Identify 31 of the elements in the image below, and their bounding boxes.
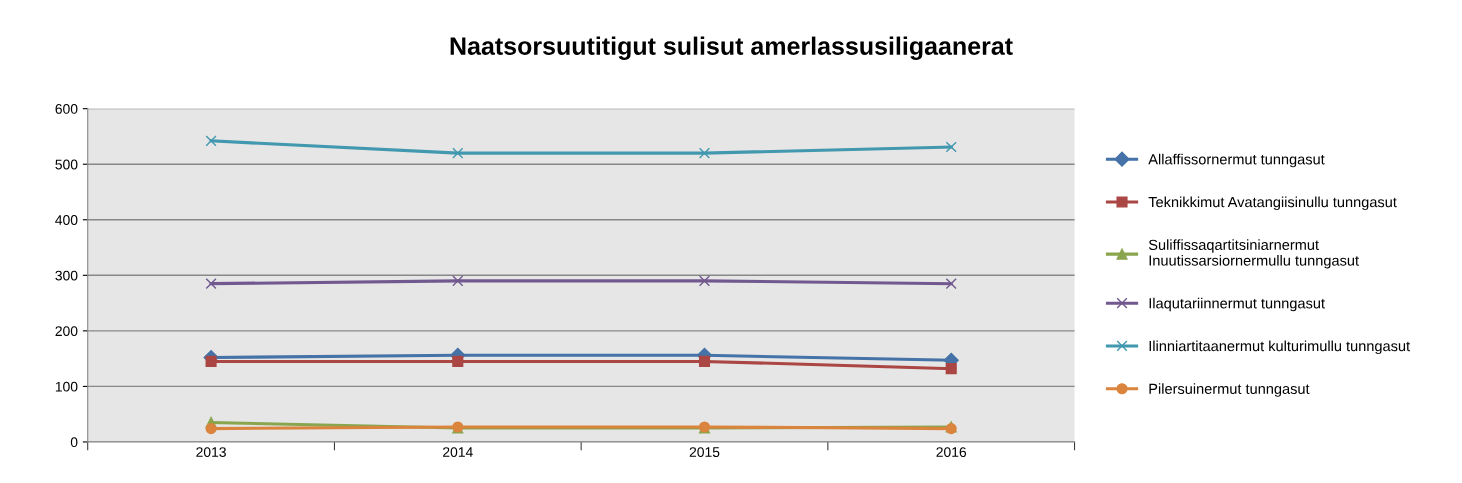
point bbox=[205, 135, 217, 147]
y-tick-label: 600 bbox=[55, 104, 78, 114]
point bbox=[205, 355, 217, 367]
legend-label: Ilinniartitaanermut kulturimullu tunngasut bbox=[1149, 340, 1410, 355]
point bbox=[452, 275, 464, 287]
point bbox=[945, 278, 957, 290]
y-tick-label: 400 bbox=[55, 215, 78, 225]
chart-title: Naatsorsuutitigut sulisut amerlassusiligaanerat bbox=[450, 36, 1013, 61]
point bbox=[205, 423, 217, 435]
legend-label: Ilaqutariinnermut tunngasut bbox=[1149, 297, 1325, 312]
point bbox=[205, 278, 217, 290]
x-tick-label: 2014 bbox=[443, 447, 473, 458]
legend-label: Teknikkimut Avatangiisinullu tunngasut bbox=[1148, 196, 1397, 211]
y-tick-label: 300 bbox=[55, 270, 78, 281]
point bbox=[945, 363, 957, 375]
y-tick-label: 200 bbox=[55, 326, 78, 337]
x-tick-label: 2013 bbox=[196, 447, 226, 458]
y-tick-label: 100 bbox=[55, 381, 78, 392]
x-tick-label: 2016 bbox=[936, 447, 967, 458]
point bbox=[452, 147, 464, 159]
point bbox=[698, 147, 711, 159]
legend-label: Suliffissaqartitsiniarnermut Inuutissarsiornermullu tunngasut bbox=[1148, 239, 1359, 269]
point bbox=[945, 141, 957, 153]
point bbox=[698, 355, 711, 367]
y-tick-label: 500 bbox=[55, 159, 78, 170]
legend-label: Pilersuinermut tunngasut bbox=[1149, 383, 1310, 397]
legend-label: Allaffissornermut tunngasut bbox=[1148, 153, 1325, 168]
y-tick-label: 0 bbox=[70, 437, 78, 448]
x-tick-label: 2015 bbox=[689, 447, 720, 458]
point bbox=[452, 355, 464, 367]
point bbox=[698, 275, 711, 287]
